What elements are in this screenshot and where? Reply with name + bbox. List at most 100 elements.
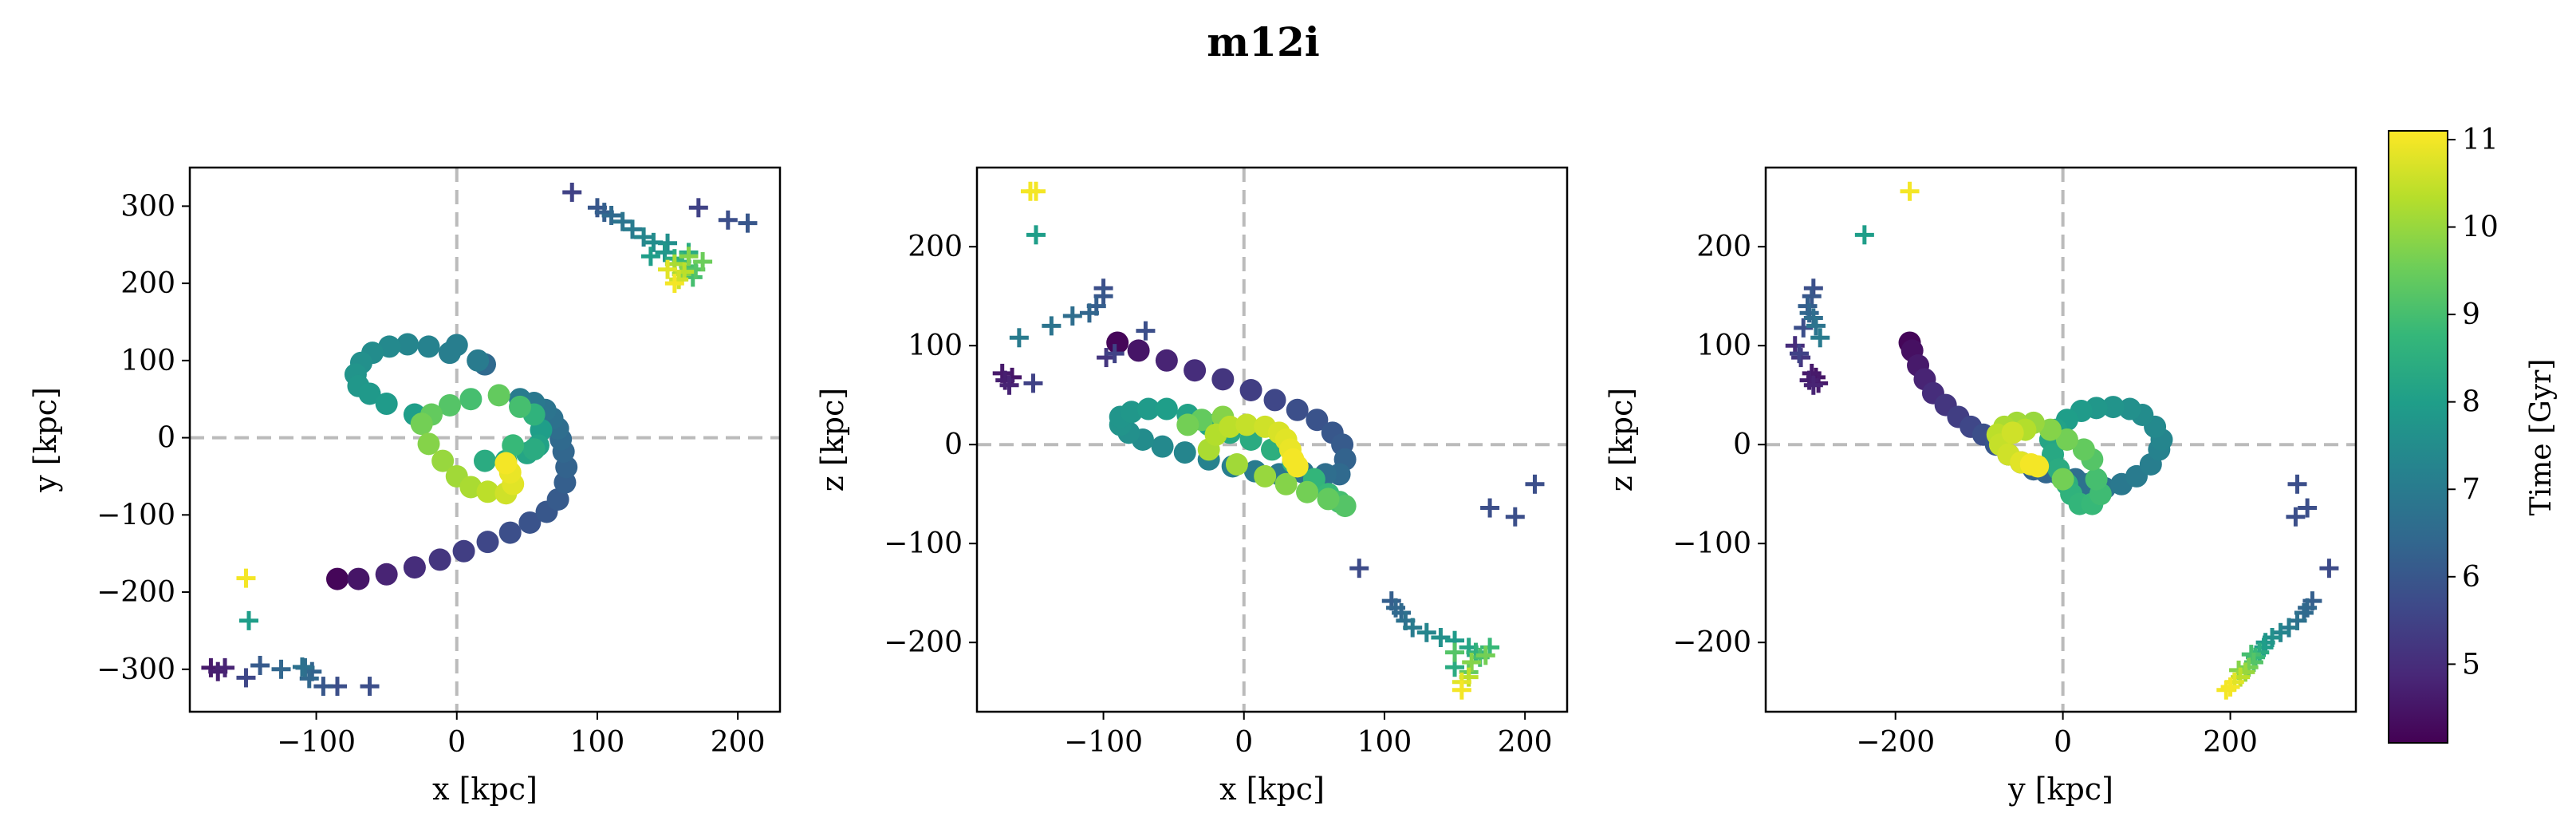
orbit-point bbox=[358, 382, 381, 405]
colorbar-ticks: 5 6 7 8 9 10 11 bbox=[2448, 124, 2499, 681]
data-marks bbox=[992, 181, 1545, 700]
satellite-marker bbox=[658, 233, 678, 253]
colorbar-tick-label: 8 bbox=[2462, 386, 2480, 419]
satellite-marker bbox=[999, 375, 1019, 395]
colorbar-tick-label: 6 bbox=[2462, 561, 2480, 594]
orbit-point bbox=[494, 452, 518, 475]
satellite-marker bbox=[360, 677, 380, 697]
orbit-point bbox=[431, 449, 455, 472]
orbit-point bbox=[1151, 435, 1174, 458]
y-axis-label: y [kpc] bbox=[28, 387, 63, 493]
y-tick-label: 0 bbox=[157, 422, 175, 455]
orbit-point bbox=[1173, 441, 1196, 464]
satellite-marker bbox=[1445, 642, 1465, 662]
axes-frame bbox=[188, 166, 782, 713]
satellite-marker bbox=[1009, 328, 1029, 348]
orbit-point bbox=[459, 388, 483, 411]
satellite-marker bbox=[1451, 680, 1471, 700]
orbit-point bbox=[2055, 428, 2078, 451]
satellite-marker bbox=[2319, 559, 2339, 578]
orbit-point bbox=[452, 539, 475, 563]
orbit-point bbox=[509, 395, 532, 418]
orbit-point bbox=[1155, 349, 1178, 372]
panel-3: −200 0 200 −200 −100 0 100 200 y [kpc] z [kpc] bbox=[1604, 166, 2357, 807]
orbit-point bbox=[2101, 396, 2125, 419]
satellite-marker bbox=[664, 274, 684, 294]
orbit-point bbox=[438, 393, 461, 417]
satellite-marker bbox=[738, 213, 758, 233]
y-tick-label: −200 bbox=[97, 576, 175, 609]
orbit-point bbox=[417, 432, 440, 456]
satellite-marker bbox=[1900, 181, 1920, 201]
satellite-marker bbox=[1431, 628, 1451, 647]
orbit-point bbox=[1263, 389, 1286, 412]
panel-1: −100 0 100 200 −300 −200 −100 0 100 200 300 x [kpc]… bbox=[28, 166, 782, 807]
satellite-marker bbox=[1803, 375, 1823, 395]
orbit-point bbox=[2085, 468, 2108, 491]
satellite-marker bbox=[2220, 677, 2240, 697]
x-axis-label: x [kpc] bbox=[1219, 772, 1325, 807]
satellite-marker bbox=[1026, 225, 1046, 245]
orbit-point bbox=[1219, 415, 1242, 438]
satellite-marker bbox=[2287, 474, 2307, 494]
x-axis-label: x [kpc] bbox=[432, 772, 538, 807]
orbit-point bbox=[459, 476, 483, 499]
satellite-marker bbox=[1416, 622, 1436, 642]
colorbar-label: Time [Gyr] bbox=[2525, 359, 2558, 516]
panels: −100 0 100 200 −300 −200 −100 0 100 200 300 x [kpc]… bbox=[28, 166, 2357, 807]
orbit-point bbox=[1235, 413, 1258, 436]
y-tick-label: 200 bbox=[1696, 231, 1751, 263]
y-axis-label: z [kpc] bbox=[815, 388, 850, 492]
orbit-point bbox=[1296, 480, 1319, 503]
orbit-point bbox=[474, 449, 496, 472]
orbit-point bbox=[2038, 418, 2062, 441]
satellite-marker bbox=[688, 198, 708, 218]
satellite-marker bbox=[1062, 306, 1082, 326]
colorbar-tick-label: 10 bbox=[2462, 211, 2499, 244]
satellite-marker bbox=[655, 243, 675, 263]
x-tick-label: −200 bbox=[1856, 726, 1935, 759]
satellite-marker bbox=[1810, 328, 1830, 348]
orbit-point bbox=[396, 333, 419, 356]
axes-frame bbox=[1764, 166, 2357, 713]
orbit-point bbox=[1317, 488, 1340, 511]
y-tick-label: −100 bbox=[1672, 527, 1751, 560]
orbit-point bbox=[518, 511, 542, 534]
orbit-point bbox=[467, 349, 490, 372]
y-tick-label: −200 bbox=[884, 626, 963, 659]
satellite-marker bbox=[1462, 653, 1482, 672]
orbit-point bbox=[522, 438, 546, 461]
satellite-marker bbox=[313, 677, 333, 697]
orbit-point bbox=[1274, 472, 1298, 495]
satellite-marker bbox=[1789, 344, 1809, 364]
satellite-marker bbox=[1403, 618, 1423, 638]
orbit-point bbox=[2051, 468, 2074, 491]
satellite-marker bbox=[1854, 225, 1874, 245]
satellite-marker bbox=[640, 247, 660, 266]
satellite-marker bbox=[634, 227, 654, 247]
x-tick-label: 200 bbox=[1498, 726, 1553, 759]
satellite-marker bbox=[292, 657, 312, 677]
orbit-point bbox=[476, 531, 499, 554]
satellite-marker bbox=[601, 205, 621, 225]
y-tick-label: −100 bbox=[97, 499, 175, 531]
orbit-point bbox=[502, 434, 525, 457]
orbit-point bbox=[1239, 379, 1262, 401]
orbit-point bbox=[1176, 413, 1199, 436]
satellite-marker bbox=[679, 247, 699, 266]
x-tick-label: 100 bbox=[570, 726, 625, 759]
colorbar-tick-label: 11 bbox=[2462, 124, 2499, 156]
orbit-point bbox=[1306, 409, 1329, 432]
orbit-point bbox=[410, 413, 433, 436]
orbit-point bbox=[1106, 331, 1129, 354]
satellite-marker bbox=[562, 182, 582, 202]
y-tick-label: −300 bbox=[97, 653, 175, 686]
y-tick-label: 0 bbox=[1733, 428, 1751, 461]
satellite-marker bbox=[2216, 680, 2236, 700]
satellite-marker bbox=[1349, 559, 1369, 578]
orbit-point bbox=[375, 393, 398, 416]
y-tick-label: 100 bbox=[1696, 330, 1751, 362]
satellite-marker bbox=[2298, 498, 2318, 518]
y-tick-label: 200 bbox=[120, 267, 175, 300]
satellite-marker bbox=[271, 659, 291, 679]
